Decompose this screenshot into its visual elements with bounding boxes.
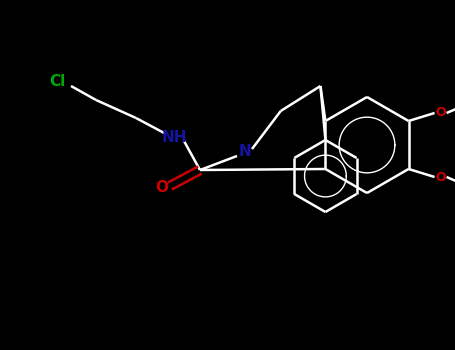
Text: O: O (435, 170, 446, 183)
Text: Cl: Cl (49, 75, 65, 90)
Text: O: O (435, 106, 446, 119)
Text: N: N (238, 145, 251, 160)
Text: NH: NH (161, 130, 187, 145)
Text: O: O (156, 181, 168, 196)
